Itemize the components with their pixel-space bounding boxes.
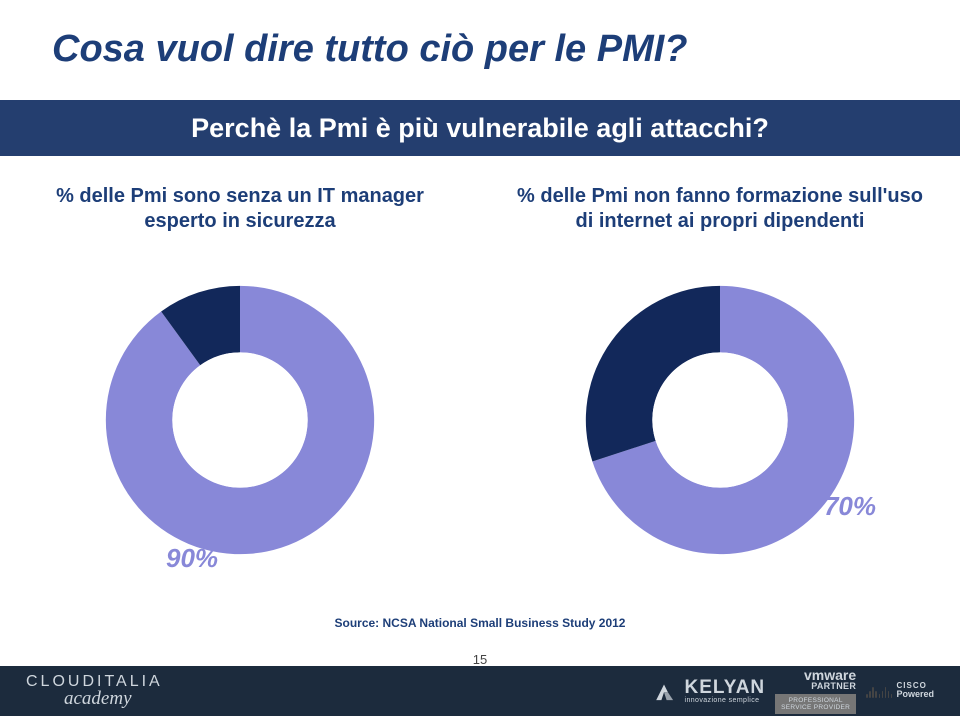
cisco-logo: CISCO Powered — [866, 682, 934, 700]
question-banner-text: Perchè la Pmi è più vulnerabile agli att… — [191, 113, 769, 144]
question-banner: Perchè la Pmi è più vulnerabile agli att… — [0, 100, 960, 156]
donut-right-svg — [580, 280, 860, 560]
kelyan-text: KELYAN — [685, 678, 766, 697]
source-citation: Source: NCSA National Small Business Stu… — [0, 616, 960, 630]
vmware-text: vmware — [804, 668, 856, 682]
clouditalia-logo: CLOUDITALIA academy — [26, 674, 163, 707]
service-provider-badge: PROFESSIONAL SERVICE PROVIDER — [775, 694, 856, 714]
vmware-logo: vmware PARTNER — [804, 668, 856, 691]
academy-text: academy — [64, 690, 132, 708]
subtitle-left: % delle Pmi sono senza un IT manager esp… — [0, 184, 480, 234]
donut-right-label: 70% — [824, 491, 876, 522]
donut-left-svg — [100, 280, 380, 560]
cisco-powered: Powered — [896, 690, 934, 699]
cisco-icon — [866, 684, 892, 698]
donut-left: 90% — [100, 280, 380, 560]
slide: { "title": { "text": "Cosa vuol dire tut… — [0, 0, 960, 716]
footer-left: CLOUDITALIA academy — [26, 674, 163, 707]
donut-right: 70% — [580, 280, 860, 560]
page-number: 15 — [0, 652, 960, 667]
donut-left-label: 90% — [166, 543, 218, 574]
badge-line1: PROFESSIONAL — [789, 697, 843, 704]
kelyan-logo: KELYAN innovazione semplice — [651, 678, 766, 704]
charts-row: 90% 70% — [0, 280, 960, 560]
subtitle-right: % delle Pmi non fanno formazione sull'us… — [480, 184, 960, 234]
page-title: Cosa vuol dire tutto ciò per le PMI? — [52, 28, 688, 71]
vmware-partner: PARTNER — [811, 682, 856, 691]
badge-line2: SERVICE PROVIDER — [781, 704, 850, 711]
footer-right: KELYAN innovazione semplice vmware PARTN… — [651, 668, 934, 714]
subtitle-row: % delle Pmi sono senza un IT manager esp… — [0, 184, 960, 234]
kelyan-icon — [651, 678, 677, 704]
kelyan-sub: innovazione semplice — [685, 697, 766, 704]
footer-bar: CLOUDITALIA academy KELYAN innovazione s… — [0, 666, 960, 716]
